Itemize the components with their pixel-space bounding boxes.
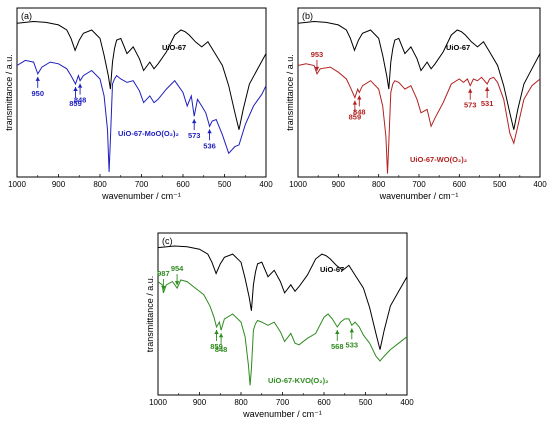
- panel-c: (c) 1000 900 800 700 600 500 400 wavenumber / cm…: [145, 232, 414, 419]
- peak-arrow-head: [352, 100, 358, 105]
- peak-label: 848: [74, 96, 87, 105]
- x-tick-label: 1000: [289, 180, 307, 189]
- panel-b: (b) 1000 900 800 700 600 500 400 wavenumber / cm…: [285, 7, 547, 201]
- peak-label: 859: [349, 113, 362, 122]
- series-line-reference: [157, 245, 408, 350]
- x-tick-label: 500: [218, 180, 232, 189]
- peak-arrow-head: [161, 285, 166, 290]
- series-line-sample: [297, 63, 541, 174]
- peak-label: 950: [31, 89, 44, 98]
- peak-label: 536: [203, 141, 216, 150]
- x-tick-label: 800: [372, 180, 386, 189]
- peak-label: 954: [171, 264, 184, 273]
- series-label-sample: UiO-67-WO(O₂)₂: [410, 155, 467, 164]
- peak-arrow-head: [214, 329, 219, 334]
- peak-label: 531: [481, 99, 494, 108]
- series-line-reference: [16, 20, 267, 130]
- series-line-sample: [16, 59, 267, 172]
- peak-label: 953: [311, 50, 324, 59]
- peak-arrow-head: [314, 66, 320, 71]
- x-tick-label: 900: [52, 180, 66, 189]
- x-tick-label: 800: [93, 180, 107, 189]
- x-tick-label: 500: [493, 180, 507, 189]
- series-line-reference: [297, 20, 541, 130]
- peak-arrow-head: [484, 87, 490, 92]
- x-tick-label: 400: [259, 180, 273, 189]
- plot-frame: [157, 232, 408, 396]
- peak-label: 568: [331, 342, 344, 351]
- peak-label: 848: [215, 345, 228, 354]
- peak-arrow-head: [207, 129, 212, 134]
- x-tick-label: 700: [135, 180, 149, 189]
- peak-arrow-head: [77, 83, 83, 88]
- panel-label: (c): [162, 236, 173, 246]
- peak-arrow-head: [468, 88, 473, 93]
- panel-label: (a): [21, 11, 32, 21]
- peak-arrow-head: [35, 76, 40, 81]
- panel-a: (a) 1000 900 800 700 600 500 400 wavenumber / cm…: [4, 7, 273, 201]
- peak-label: 848: [353, 108, 366, 117]
- peak-arrow-head: [349, 328, 355, 333]
- peak-arrow-head: [218, 333, 224, 338]
- x-axis-label: wavenumber / cm⁻¹: [379, 191, 459, 201]
- peak-arrow-head: [357, 95, 362, 100]
- y-axis-label: transmittance / a.u.: [145, 276, 155, 353]
- series-label-reference: UiO-67: [162, 43, 186, 52]
- x-tick-label: 1000: [149, 398, 167, 407]
- series-label-sample: UiO-67-KVO(O₂)₂: [268, 376, 328, 385]
- series-label-reference: UiO-67: [320, 265, 344, 274]
- peak-label: 987: [157, 269, 170, 278]
- series-label-sample: UiO-67-MoO(O₂)₂: [118, 129, 179, 138]
- y-axis-label: transmittance / a.u.: [285, 54, 295, 131]
- y-axis-label: transmittance / a.u.: [4, 54, 14, 131]
- plot-frame: [297, 7, 541, 178]
- series-line-sample: [157, 279, 408, 386]
- peak-label: 533: [346, 340, 359, 349]
- x-tick-label: 600: [317, 398, 331, 407]
- x-tick-label: 600: [453, 180, 467, 189]
- peak-arrow-head: [192, 119, 197, 124]
- peak-label: 859: [210, 342, 223, 351]
- x-tick-label: 400: [400, 398, 414, 407]
- x-axis-label: wavenumber / cm⁻¹: [101, 191, 181, 201]
- x-tick-label: 1000: [8, 180, 26, 189]
- x-tick-label: 900: [193, 398, 207, 407]
- x-tick-label: 700: [412, 180, 426, 189]
- x-tick-label: 800: [234, 398, 248, 407]
- peak-label: 859: [69, 99, 82, 108]
- peak-arrow-head: [335, 329, 340, 334]
- peak-label: 573: [464, 101, 477, 110]
- x-tick-label: 500: [359, 398, 373, 407]
- x-tick-label: 400: [533, 180, 547, 189]
- x-tick-label: 600: [176, 180, 190, 189]
- x-tick-label: 700: [276, 398, 290, 407]
- peak-arrow-head: [73, 87, 78, 92]
- peak-arrow-head: [174, 281, 180, 286]
- peak-label: 573: [188, 131, 201, 140]
- x-axis-label: wavenumber / cm⁻¹: [242, 409, 322, 419]
- x-tick-label: 900: [332, 180, 346, 189]
- series-label-reference: UiO-67: [446, 43, 470, 52]
- panel-label: (b): [302, 11, 313, 21]
